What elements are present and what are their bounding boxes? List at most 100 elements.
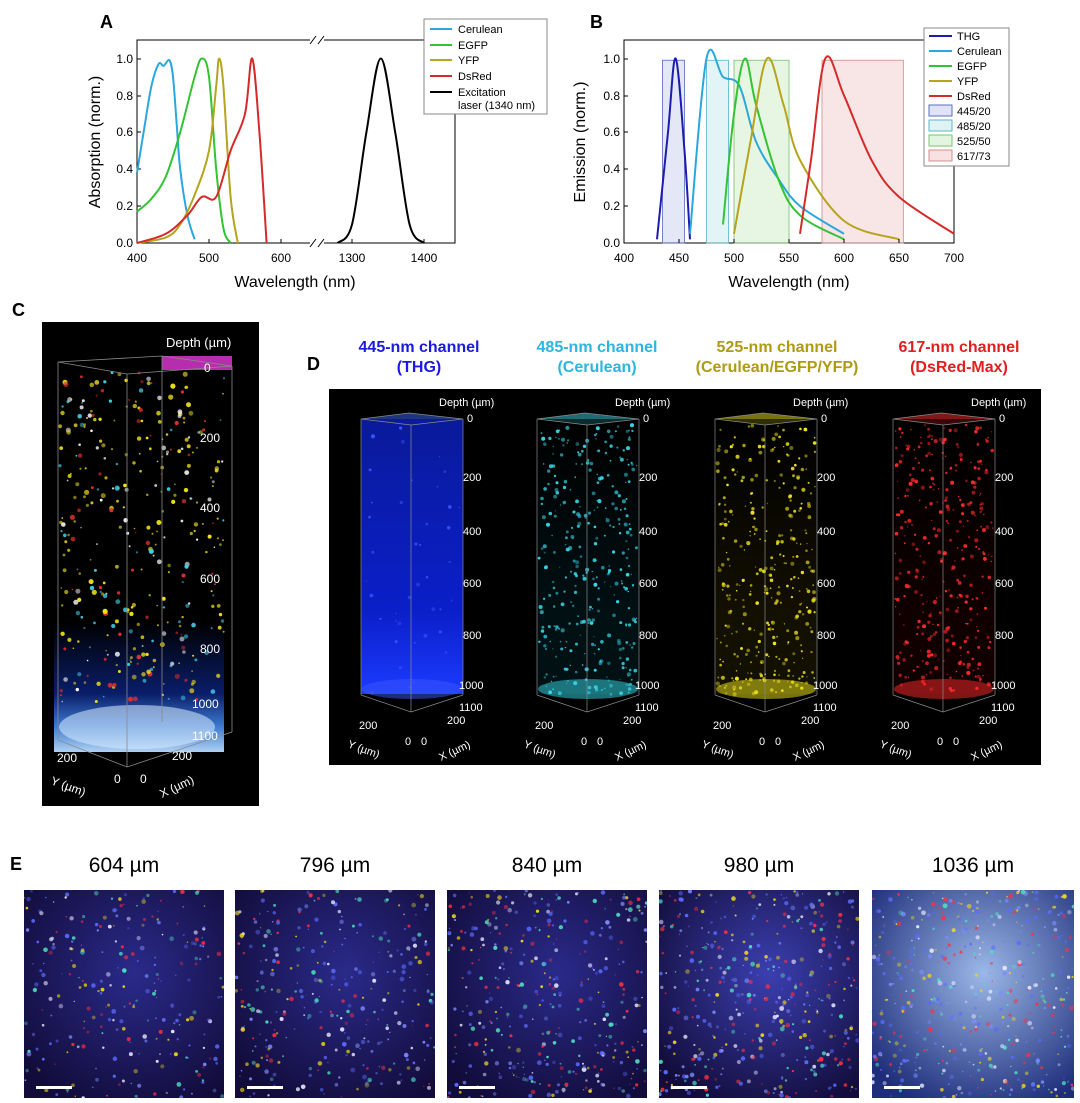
zero: 0 [421,736,427,748]
depth-tick: 800 [639,630,657,642]
y-value: 200 [891,720,909,732]
panel-b-xtick: 550 [779,251,799,265]
depth-tick: 600 [639,578,657,590]
channel-title: 485-nm channel [536,339,658,356]
channel-title-617: 617-nm channel (DsRed-Max) [869,338,1049,378]
legend-label: DsRed [458,71,492,83]
legend-label: EGFP [957,61,987,73]
x-value: 200 [801,715,819,727]
panel-a-ytick: 0.0 [116,236,133,250]
depth-image-label: 980 µm [723,854,795,877]
legend-label: DsRed [957,91,991,103]
panel-c-zero: 0 [140,772,147,786]
legend-box-485 [928,119,953,132]
panel-b-legend: THG Cerulean EGFP YFP DsRed 445/20 485/2… [923,27,1010,167]
depth-tick: 1100 [813,702,837,714]
panel-a-xlabel: Wavelength (nm) [234,274,355,291]
panel-e-images: 604 µm 796 µm 840 µm 980 µm 1036 µm [24,852,1074,1102]
panel-a-xtick: 600 [271,251,291,265]
depth-tick: 0 [999,413,1005,425]
channel-subtitle: (Cerulean/EGFP/YFP) [695,359,859,376]
legend-box-617 [928,149,953,162]
depth-tick: 1100 [635,702,659,714]
legend-box-525 [928,134,953,147]
panel-c-depth-tick: 600 [200,572,220,586]
x-axis-label: X (µm) [613,739,648,764]
zero: 0 [775,736,781,748]
panel-c-depth-tick: 800 [200,642,220,656]
panel-b: B 0.0 0.2 0.4 0.6 0.8 1.0 400 450 500 55… [572,12,1010,291]
channel-title: 525-nm channel [716,339,838,356]
depth-tick: 1100 [991,702,1015,714]
depth-tick: 400 [639,526,657,538]
panel-b-xtick: 600 [834,251,854,265]
channel-title-525: 525-nm channel (Cerulean/EGFP/YFP) [667,338,887,378]
depth-tick: 1000 [813,680,837,692]
panel-b-ytick: 0.0 [603,236,620,250]
panel-b-xlabel: Wavelength (nm) [728,274,849,291]
panel-c-depth-tick: 1000 [192,697,219,711]
panel-b-ylabel: Emission (norm.) [572,82,589,203]
curve-yfp [733,57,900,241]
x-value: 200 [447,715,465,727]
legend-label: Cerulean [458,24,503,36]
legend-label: laser (1340 nm) [458,100,535,112]
panel-a-legend-box [423,18,548,115]
y-axis-label: Y (µm) [346,739,381,762]
depth-tick: 0 [643,413,649,425]
depth-tick: 400 [817,526,835,538]
curve-egfp [136,57,232,244]
channel-title: 617-nm channel [898,339,1020,356]
depth-label: Depth (µm) [439,397,494,409]
panel-c-y-value: 200 [57,751,77,765]
depth-tick: 200 [995,472,1013,484]
panel-a-letter: A [100,12,113,32]
panel-a-xtick: 1300 [339,251,366,265]
curve-dsred [136,57,268,244]
curve-cerulean [689,48,845,235]
filter-band-485 [706,59,729,244]
curve-yfp [136,57,239,244]
curve-dsred [799,55,955,235]
x-value: 200 [623,715,641,727]
depth-tick: 800 [995,630,1013,642]
depth-image-label: 1036 µm [931,854,1015,877]
panel-d-volumes: Depth (µm) 0 200 400 600 800 1000 1100 200 200 0 0 Y… [329,389,1041,765]
legend-box-445 [928,104,953,117]
depth-image [235,890,435,1098]
depth-tick: 1000 [991,680,1015,692]
panel-b-ytick: 0.4 [603,162,620,176]
depth-tick: 1000 [459,680,483,692]
panel-c-volume: Depth (µm) 0 200 400 600 800 1000 1100 2… [42,322,259,806]
panel-b-curves [656,48,955,241]
channel-title-485: 485-nm channel (Cerulean) [507,338,687,378]
x-axis-label: X (µm) [791,739,826,764]
depth-label: Depth (µm) [971,397,1026,409]
panel-b-xtick: 700 [944,251,964,265]
depth-label: Depth (µm) [615,397,670,409]
panel-e-letter: E [10,854,23,874]
depth-tick: 1100 [459,702,483,714]
panel-b-xtick: 650 [889,251,909,265]
panel-a-ytick: 0.2 [116,199,133,213]
depth-tick: 400 [995,526,1013,538]
legend-label: Cerulean [957,46,1002,58]
zero: 0 [597,736,603,748]
panel-a-ytick: 1.0 [116,52,133,66]
curve-excitation [336,57,425,244]
panel-b-xtick: 500 [724,251,744,265]
panel-b-ytick: 0.2 [603,199,620,213]
zero: 0 [405,736,411,748]
depth-tick: 0 [467,413,473,425]
panel-b-yticks: 0.0 0.2 0.4 0.6 0.8 1.0 [603,52,628,250]
depth-image-label: 840 µm [511,854,583,877]
panel-d-titles: 445-nm channel (THG) 485-nm channel (Cer… [329,338,1041,388]
panel-a-ytick: 0.8 [116,89,133,103]
panel-c-depth-tick: 0 [204,361,211,375]
panel-c-depth-label: Depth (µm) [166,335,231,350]
panel-c-zero: 0 [114,772,121,786]
